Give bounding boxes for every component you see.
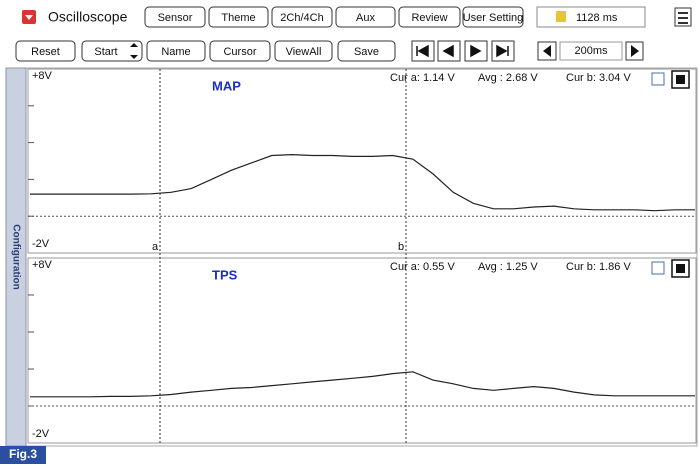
media-icon	[416, 44, 429, 58]
trace	[30, 371, 695, 398]
button-label: Name	[161, 46, 190, 58]
media-icon	[496, 44, 509, 58]
timebase: 200ms	[574, 45, 608, 57]
channel-toggle-fill	[676, 264, 685, 273]
cursor-a-value: Cur a: 0.55 V	[390, 261, 455, 273]
button[interactable]: Reset	[15, 40, 76, 62]
button-frame	[274, 40, 333, 62]
cursor-a-value: Cur a: 1.14 V	[390, 72, 455, 84]
average-value: Avg : 1.25 V	[478, 261, 538, 273]
button-frame	[337, 40, 396, 62]
media-button[interactable]	[437, 40, 461, 62]
button-frame	[335, 6, 396, 28]
button[interactable]: 2Ch/4Ch	[271, 6, 333, 28]
app-title: Oscilloscope	[48, 9, 128, 25]
button-label: User Setting	[463, 12, 524, 24]
button-frame	[462, 6, 524, 28]
media-button[interactable]	[464, 40, 488, 62]
top-label: +8V	[32, 70, 53, 82]
button-label: Cursor	[223, 46, 256, 58]
channel-name: TPS	[212, 267, 238, 282]
cursor-b-label: b	[398, 241, 404, 253]
button-label: Review	[411, 12, 447, 24]
button[interactable]: Aux	[335, 6, 396, 28]
plot-area	[27, 68, 697, 254]
bottom-label: -2V	[32, 428, 50, 440]
top-label: +8V	[32, 259, 53, 271]
spinner-arrows	[130, 43, 138, 59]
trace	[30, 153, 695, 212]
button-label: Save	[354, 46, 379, 58]
media-icon	[470, 44, 482, 58]
button[interactable]: ViewAll	[274, 40, 333, 62]
button-label: Theme	[221, 12, 255, 24]
timebase-control: 200ms	[537, 41, 644, 61]
menu-button[interactable]	[674, 7, 692, 27]
media-button[interactable]	[491, 40, 515, 62]
button[interactable]: Sensor	[144, 6, 206, 28]
button-label: Sensor	[158, 12, 193, 24]
time-icon	[556, 11, 566, 22]
button[interactable]: User Setting	[462, 6, 524, 28]
button-frame	[15, 40, 76, 62]
button-label: Start	[94, 46, 117, 58]
media-button[interactable]	[411, 40, 435, 62]
button-frame	[271, 6, 333, 28]
time-display: 1128 ms	[576, 12, 618, 24]
channel-name: MAP	[212, 78, 241, 93]
app-icon-arrow	[25, 15, 33, 20]
button-frame	[398, 6, 461, 28]
timebase-box	[559, 41, 623, 61]
button[interactable]: Start	[81, 40, 143, 62]
average-value: Avg : 2.68 V	[478, 72, 538, 84]
cursor-b-value: Cur b: 1.86 V	[566, 261, 631, 273]
cursor-a-label: a	[152, 241, 159, 253]
button-label: 2Ch/4Ch	[280, 12, 323, 24]
button-frame	[209, 40, 271, 62]
button-label: Aux	[356, 12, 375, 24]
figure-label-bg	[0, 446, 46, 464]
figure-label: Fig.3	[9, 447, 37, 461]
button-frame	[146, 40, 206, 62]
button-frame	[208, 6, 269, 28]
bottom-label: -2V	[32, 238, 50, 250]
button-label: ViewAll	[286, 46, 322, 58]
plot-area	[27, 257, 697, 444]
cursor-b-value: Cur b: 3.04 V	[566, 72, 631, 84]
button-frame	[144, 6, 206, 28]
button[interactable]: Name	[146, 40, 206, 62]
button[interactable]: Save	[337, 40, 396, 62]
channel-checkbox[interactable]	[651, 72, 665, 86]
button[interactable]: Cursor	[209, 40, 271, 62]
side-tab-label: Configuration	[10, 224, 21, 290]
button[interactable]: Theme	[208, 6, 269, 28]
media-icon	[442, 44, 454, 58]
channel-checkbox[interactable]	[651, 261, 665, 275]
button[interactable]: Review	[398, 6, 461, 28]
button-frame	[81, 40, 143, 62]
channel-toggle-fill	[676, 75, 685, 84]
button-label: Reset	[31, 46, 60, 58]
